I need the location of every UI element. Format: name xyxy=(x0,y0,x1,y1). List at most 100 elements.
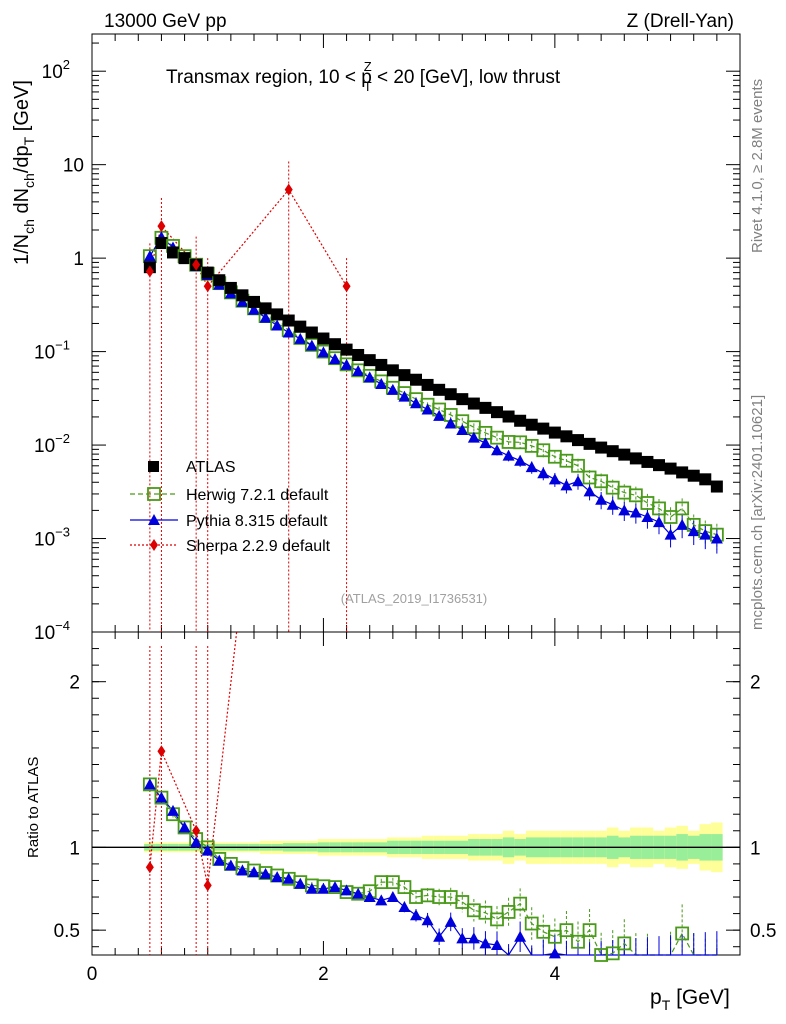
pythia-point xyxy=(502,449,515,461)
pythia-ratio-point xyxy=(178,821,191,833)
pythia-point xyxy=(317,346,330,358)
atlas-point xyxy=(248,295,260,308)
sherpa-point xyxy=(284,183,293,196)
plot-title: Transmax region, 10 < pZ T < 20 [GeV], lo… xyxy=(166,59,561,94)
main-ytick-label: 10−4 xyxy=(34,618,70,644)
atlas-point xyxy=(363,354,376,367)
rivet-side-label: Rivet 4.1.0, ≥ 2.8M events xyxy=(749,79,766,253)
main-ytick-label: 10−2 xyxy=(34,431,70,457)
herwig-ratio-point xyxy=(617,936,632,951)
pythia-point xyxy=(433,409,446,421)
pythia-point xyxy=(548,473,561,485)
atlas-point xyxy=(282,314,295,327)
atlas-point xyxy=(375,358,388,371)
pythia-ratio-point xyxy=(363,891,376,903)
atlas-point xyxy=(178,252,191,265)
pythia-point xyxy=(491,444,503,456)
pythia-ratio-point xyxy=(548,947,561,959)
herwig-ratio-point xyxy=(582,923,597,938)
main-ytick-exp: −3 xyxy=(55,525,70,540)
atlas-point xyxy=(595,441,608,454)
atlas-point xyxy=(433,383,446,396)
pythia-point xyxy=(467,431,480,443)
plot-title-part-1: Transmax region, 10 < p xyxy=(166,67,372,88)
plot-title-sup: Z xyxy=(364,59,372,74)
pythia-ratio-point xyxy=(259,867,272,879)
main-ytick-label: 10−1 xyxy=(34,338,70,364)
pythia-ratio-point xyxy=(248,866,260,878)
pythia-ratio-point xyxy=(491,939,503,951)
atlas-point xyxy=(606,445,619,458)
atlas-point xyxy=(329,338,341,351)
atlas-point xyxy=(514,414,527,427)
atlas-point xyxy=(305,326,318,339)
pythia-point xyxy=(305,339,318,351)
atlas-point xyxy=(641,455,654,468)
ratio-uncertainty-bands xyxy=(92,822,740,873)
pythia-ratio-point xyxy=(456,932,469,944)
pythia-point xyxy=(687,525,700,537)
sherpa-ratio-line xyxy=(149,631,238,886)
atlas-point xyxy=(676,466,689,479)
herwig-ratio-point xyxy=(397,880,412,894)
sherpa-point xyxy=(192,258,201,271)
pythia-ratio-point xyxy=(444,915,457,927)
pythia-point xyxy=(282,326,295,338)
pythia-ratio-point xyxy=(375,894,388,906)
pythia-point xyxy=(340,358,353,370)
legend-sherpa-label: Sherpa 2.2.9 default xyxy=(186,538,331,555)
plot-title-part-2: < 20 [GeV], low thrust xyxy=(372,67,561,88)
main-ytick-label: 10−3 xyxy=(34,525,70,551)
atlas-point xyxy=(699,473,712,486)
atlas-point xyxy=(259,302,272,315)
atlas-point xyxy=(491,406,503,419)
legend-atlas-marker xyxy=(148,461,159,472)
atlas-point xyxy=(653,459,665,472)
pythia-ratio-point xyxy=(271,871,284,883)
atlas-point xyxy=(236,289,249,302)
ratio-ytick-label-right: 2 xyxy=(750,673,761,694)
atlas-point xyxy=(456,393,469,406)
atlas-point xyxy=(352,348,365,361)
main-ytick-base: 10 xyxy=(34,623,55,644)
ratio-ticks: 0.5 0.5 1 1 2 2 0 2 4 xyxy=(54,632,776,985)
pythia-ratio-point xyxy=(236,864,249,876)
legend-herwig-marker xyxy=(147,487,161,501)
ratio-series xyxy=(142,631,718,962)
pythia-ratio-point xyxy=(421,914,434,926)
pythia-point xyxy=(664,528,677,540)
pythia-ratio-point xyxy=(143,778,156,790)
pythia-point xyxy=(537,467,550,479)
herwig-point xyxy=(652,501,666,516)
herwig-point xyxy=(628,488,643,503)
mcplots-side-label: mcplots.cern.ch [arXiv:2401.10621] xyxy=(749,395,766,630)
ratio-ytick-label-right: 1 xyxy=(750,838,761,859)
sherpa-point xyxy=(342,280,351,293)
atlas-point xyxy=(687,469,700,482)
pythia-point xyxy=(294,332,307,344)
atlas-point xyxy=(548,426,561,439)
pythia-point xyxy=(595,493,608,505)
herwig-point xyxy=(663,510,678,524)
pythia-point xyxy=(329,353,341,365)
main-ytick-base: 10 xyxy=(34,343,55,364)
main-ytick-exp: −1 xyxy=(55,338,70,353)
atlas-point xyxy=(525,418,538,431)
sherpa-point xyxy=(145,265,154,278)
pythia-point xyxy=(572,475,584,487)
legend-herwig-label: Herwig 7.2.1 default xyxy=(186,487,329,504)
pythia-ratio-point xyxy=(201,844,214,856)
herwig-ratio-point xyxy=(490,912,504,927)
main-y-axis-label: 1/Nch dNch/dpT [GeV] xyxy=(11,80,37,265)
pythia-point xyxy=(444,417,457,429)
legend-pythia-label: Pythia 8.315 default xyxy=(186,513,328,530)
atlas-point xyxy=(340,343,353,356)
herwig-line xyxy=(149,236,718,536)
header-left: 13000 GeV pp xyxy=(104,11,227,32)
atlas-point xyxy=(710,480,723,493)
legend-pythia-marker xyxy=(148,514,160,525)
ratio-ytick-label: 2 xyxy=(69,673,80,694)
pythia-point xyxy=(352,365,365,377)
pythia-ratio-point xyxy=(433,930,446,942)
